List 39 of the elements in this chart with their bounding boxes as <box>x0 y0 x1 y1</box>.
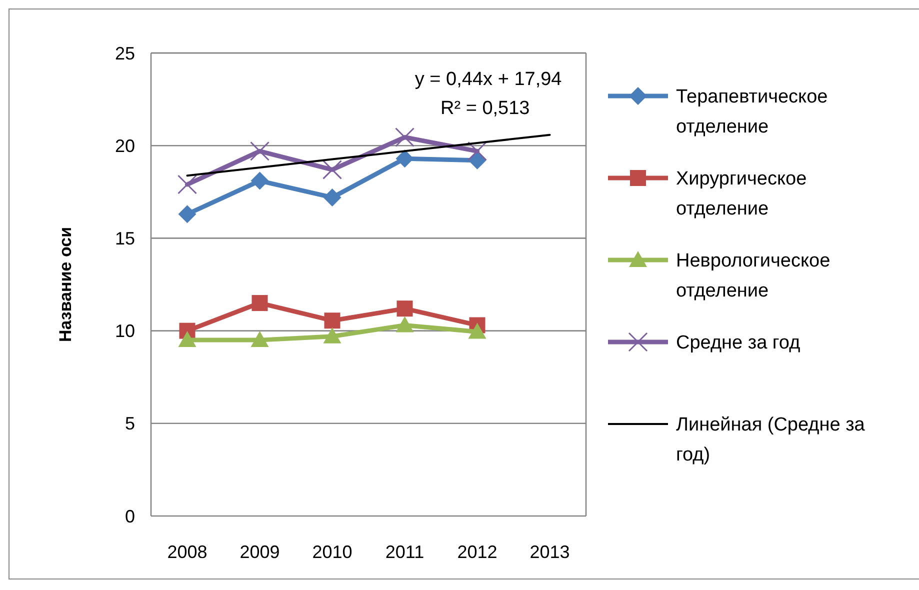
x-tick-label: 2010 <box>312 542 352 562</box>
y-tick-label: 15 <box>114 228 135 248</box>
annotation: y = 0,44x + 17,94 <box>414 69 562 90</box>
point <box>395 128 414 148</box>
y-tick-label: 5 <box>124 414 135 434</box>
point <box>468 151 486 170</box>
legend-label: Хирургическое отделение <box>676 168 807 220</box>
legend-label: Неврологическое отделение <box>676 250 830 302</box>
point <box>468 322 486 339</box>
line-series <box>186 134 551 177</box>
y-tick-label: 0 <box>124 506 135 526</box>
x-tick-label: 2009 <box>240 542 280 562</box>
legend-label: Терапевтическое отделение <box>676 86 828 138</box>
y-tick-label: 20 <box>114 136 135 156</box>
point <box>250 172 269 190</box>
x-tick-label: 2013 <box>530 542 570 562</box>
point <box>250 141 270 161</box>
point <box>324 312 340 329</box>
y-tick-label: 25 <box>114 43 135 64</box>
point <box>178 174 197 194</box>
legend-label: Средне за год <box>676 332 800 354</box>
point <box>252 295 268 312</box>
x-tick-label: 2011 <box>385 542 424 562</box>
point <box>396 300 413 317</box>
legend-label: Линейная (Средне за год) <box>676 414 866 466</box>
y-axis-title: Название оси <box>56 226 75 342</box>
point <box>250 331 269 348</box>
point <box>322 160 342 180</box>
point <box>323 327 342 344</box>
x-tick-label: 2012 <box>457 542 498 562</box>
y-tick-label: 10 <box>114 321 135 342</box>
point <box>178 205 196 224</box>
point <box>396 316 414 332</box>
point <box>178 331 196 348</box>
point <box>468 141 487 161</box>
x-tick-label: 2008 <box>167 542 208 562</box>
annotation: R² = 0,513 <box>440 98 530 119</box>
point <box>323 188 342 206</box>
point <box>396 150 414 168</box>
